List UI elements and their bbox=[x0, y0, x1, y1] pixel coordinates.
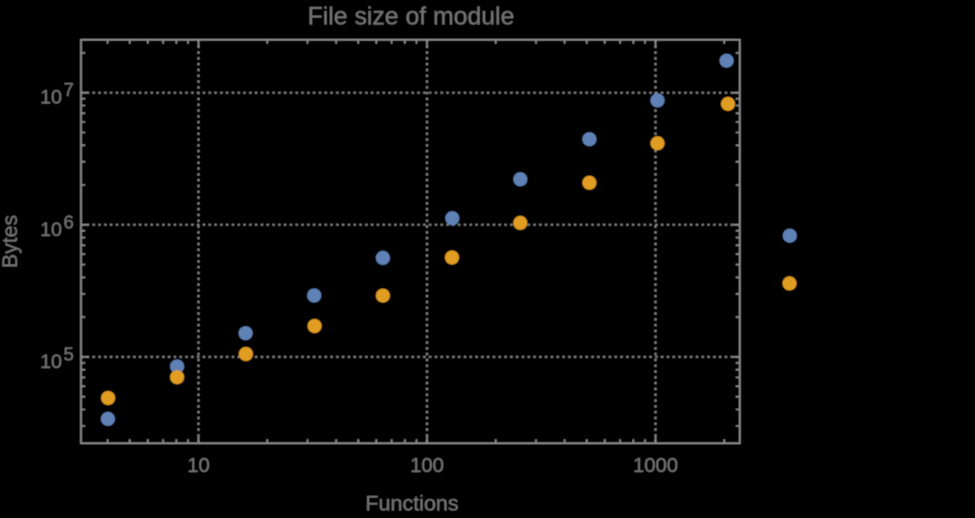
svg-text:10: 10 bbox=[40, 219, 62, 241]
svg-text:6: 6 bbox=[64, 211, 74, 232]
svg-text:10: 10 bbox=[187, 455, 210, 477]
svg-text:7: 7 bbox=[64, 79, 74, 100]
svg-text:1000: 1000 bbox=[633, 455, 678, 477]
svg-text:Bytes: Bytes bbox=[0, 215, 22, 268]
svg-text:File size of module: File size of module bbox=[308, 4, 515, 31]
svg-text:10: 10 bbox=[40, 87, 62, 109]
svg-text:5: 5 bbox=[64, 343, 74, 364]
svg-text:100: 100 bbox=[410, 455, 444, 477]
svg-text:Functions: Functions bbox=[365, 492, 458, 514]
svg-text:10: 10 bbox=[40, 351, 62, 373]
